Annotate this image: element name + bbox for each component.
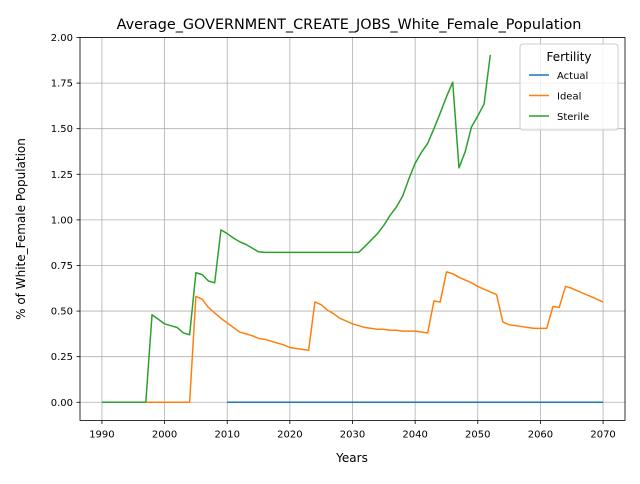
y-tick-label: 0.25 <box>51 352 73 363</box>
legend-label-actual: Actual <box>557 71 588 82</box>
y-axis-label: % of White_Female Population <box>14 138 28 320</box>
x-axis-label: Years <box>335 451 368 465</box>
series-line-ideal <box>145 271 604 404</box>
x-tick-label: 2030 <box>340 430 365 441</box>
x-tick-label: 2070 <box>590 430 615 441</box>
legend-label-sterile: Sterile <box>557 112 589 123</box>
series-line-sterile <box>101 54 492 404</box>
y-tick-label: 1.75 <box>51 79 73 90</box>
y-tick-label: 0.00 <box>51 398 73 409</box>
x-tick-label: 2000 <box>152 430 177 441</box>
legend-label-ideal: Ideal <box>557 92 581 103</box>
x-tick-label: 2040 <box>402 430 427 441</box>
x-tick-label: 2060 <box>528 430 553 441</box>
y-tick-label: 1.25 <box>51 170 73 181</box>
x-tick-label: 1990 <box>89 430 114 441</box>
x-axis: 1990 2000 2010 2020 2030 2040 2050 2060 2070 <box>89 420 616 441</box>
x-tick-label: 2050 <box>465 430 490 441</box>
legend: Fertility Actual Ideal Sterile <box>519 43 619 131</box>
y-tick-label: 1.50 <box>51 124 73 135</box>
series-lines <box>101 54 604 404</box>
x-tick-label: 2010 <box>214 430 239 441</box>
y-tick-label: 0.75 <box>51 261 73 272</box>
y-tick-label: 0.50 <box>51 307 73 318</box>
y-axis: 0.00 0.25 0.50 0.75 1.00 1.25 1.50 1.75 2.00 <box>51 33 80 409</box>
x-tick-label: 2020 <box>277 430 302 441</box>
chart-title: Average_GOVERNMENT_CREATE_JOBS_White_Fem… <box>117 17 582 33</box>
y-tick-label: 1.00 <box>51 215 73 226</box>
legend-title: Fertility <box>546 50 591 64</box>
y-tick-label: 2.00 <box>51 33 73 44</box>
legend-frame <box>519 43 619 131</box>
